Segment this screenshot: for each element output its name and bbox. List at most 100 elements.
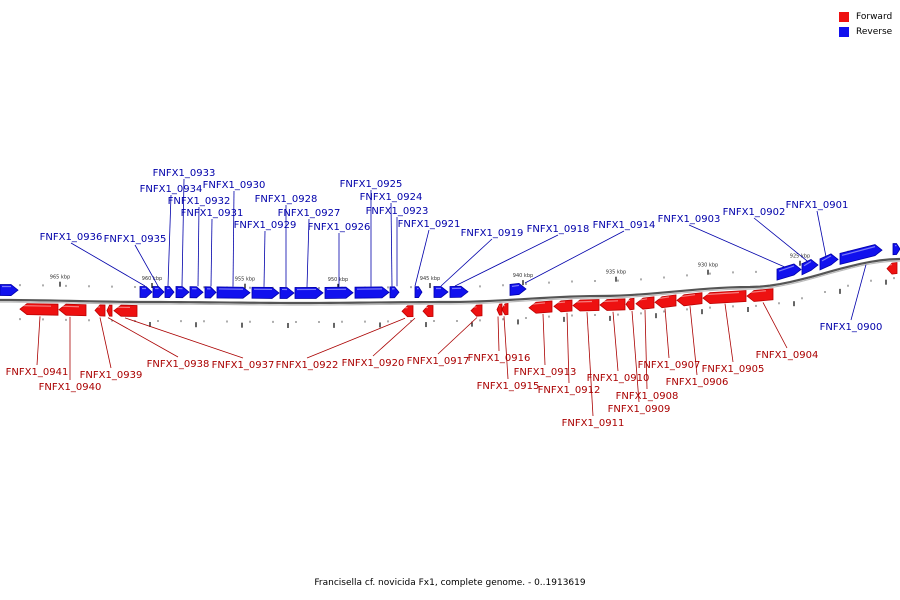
reverse-gene-arrow: [389, 286, 400, 299]
reverse-gene-label: FNFX1_0936: [40, 232, 103, 243]
reverse-gene-arrow: [324, 286, 354, 299]
scale-label: 955 kbp: [235, 277, 255, 283]
forward-gene-label-leader: [99, 317, 112, 369]
forward-gene-label-leader: [689, 306, 698, 376]
forward-gene-label: FNFX1_0940: [39, 382, 102, 393]
forward-gene-label: FNFX1_0912: [538, 385, 601, 396]
forward-gene-arrow-shine: [637, 298, 648, 301]
reverse-gene-arrow: [892, 243, 900, 256]
reverse-gene-label: FNFX1_0902: [723, 207, 786, 218]
reverse-gene-label: FNFX1_0901: [786, 200, 849, 211]
scale-label: 930 kbp: [698, 263, 718, 269]
reverse-gene-label: FNFX1_0928: [255, 194, 318, 205]
forward-gene-label-leader: [503, 316, 509, 380]
forward-gene-label: FNFX1_0913: [514, 367, 577, 378]
gene-labels: FNFX1_0936 FNFX1_0935 FNFX1_0934 FNFX1_0933…: [6, 168, 883, 429]
forward-gene-arrow-shine: [601, 300, 619, 303]
reverse-gene-arrow: [776, 263, 802, 281]
reverse-gene-label: FNFX1_0923: [366, 206, 429, 217]
reverse-gene-arrow: [839, 244, 883, 265]
forward-gene-label-leader: [566, 312, 570, 384]
forward-label: Forward: [856, 11, 893, 22]
reverse-gene-arrow: [251, 286, 280, 299]
legend-reverse: Reverse: [839, 24, 892, 39]
forward-gene-label-leader: [437, 317, 478, 355]
strand-legend: Forward Reverse: [839, 9, 892, 39]
forward-gene-label-leader: [724, 303, 734, 363]
forward-gene-arrow: [501, 303, 509, 316]
reverse-gene-label-leader: [454, 234, 559, 287]
reverse-gene-arrow: [354, 286, 390, 299]
forward-gene-arrow: [599, 298, 626, 311]
forward-gene-label: FNFX1_0904: [756, 350, 819, 361]
reverse-gene-label-leader: [688, 224, 786, 268]
forward-gene-label-leader: [306, 317, 406, 359]
forward-gene-label: FNFX1_0915: [477, 381, 540, 392]
reverse-gene-arrow: [279, 287, 295, 299]
reverse-gene-arrow: [819, 253, 839, 271]
reverse-gene-arrow-shine: [803, 260, 812, 267]
reverse-gene-arrow: [152, 286, 165, 298]
reverse-gene-label-leader: [181, 178, 185, 287]
reverse-gene-arrow: [509, 283, 527, 296]
reverse-gene-arrow: [189, 286, 204, 299]
forward-gene-arrow: [106, 304, 113, 317]
forward-gene-label: FNFX1_0939: [80, 370, 143, 381]
reverse-gene-arrow: [204, 286, 217, 299]
forward-gene-arrow-shine: [678, 294, 696, 298]
reverse-gene-arrow: [175, 286, 190, 299]
forward-gene-arrow: [470, 304, 483, 317]
forward-gene-label: FNFX1_0908: [616, 391, 679, 402]
forward-gene-label: FNFX1_0916: [468, 353, 531, 364]
forward-gene-label: FNFX1_0909: [608, 404, 671, 415]
reverse-gene-label-leader: [440, 238, 493, 287]
reverse-gene-label: FNFX1_0930: [203, 180, 266, 191]
reverse-gene-arrow: [164, 286, 175, 298]
reverse-gene-label: FNFX1_0900: [820, 322, 883, 333]
reverse-gene-label-leader: [263, 230, 266, 287]
forward-swatch: [839, 11, 849, 22]
forward-gene-label: FNFX1_0937: [212, 360, 275, 371]
forward-gene-label: FNFX1_0920: [342, 358, 405, 369]
reverse-gene-label-leader: [753, 217, 809, 262]
genome-axis: [0, 257, 900, 306]
reverse-gene-label-leader: [390, 202, 393, 287]
forward-gene-arrow-shine: [656, 296, 670, 300]
forward-gene-arrow-shine: [748, 290, 767, 294]
forward-gene-arrow-shine: [888, 263, 893, 266]
reverse-gene-arrow-shine: [821, 255, 832, 262]
reverse-gene-arrow: [801, 258, 819, 276]
forward-gene-arrow-shine: [21, 304, 52, 307]
forward-gene-arrow: [635, 296, 655, 310]
forward-gene-arrow: [886, 262, 898, 275]
reverse-gene-label-leader: [70, 242, 146, 287]
reverse-gene-arrow: [139, 286, 153, 298]
gene-arrows: [0, 243, 900, 318]
forward-gene-arrow: [676, 292, 703, 307]
scale-label: 925 kbp: [790, 254, 810, 260]
reverse-gene-label-leader: [197, 206, 200, 287]
forward-gene-label-leader: [644, 310, 648, 390]
reverse-gene-label-leader: [850, 264, 867, 321]
reverse-gene-label-leader: [134, 244, 159, 287]
forward-gene-arrow-shine: [60, 305, 80, 308]
reverse-gene-label: FNFX1_0934: [140, 184, 203, 195]
reverse-gene-label: FNFX1_0933: [153, 168, 216, 179]
reverse-gene-label-leader: [816, 210, 827, 257]
forward-gene-arrow: [19, 303, 59, 316]
reverse-gene-arrow: [449, 285, 469, 298]
map-caption: Francisella cf. novicida Fx1, complete g…: [314, 578, 586, 588]
forward-gene-label: FNFX1_0905: [702, 364, 765, 375]
reverse-gene-label: FNFX1_0903: [658, 214, 721, 225]
forward-gene-label: FNFX1_0906: [666, 377, 729, 388]
forward-gene-label-leader: [542, 313, 546, 366]
reverse-gene-arrow: [0, 284, 19, 296]
scale-label: 935 kbp: [606, 270, 626, 276]
reverse-gene-label-leader: [167, 194, 172, 287]
scale-label: 945 kbp: [420, 276, 440, 282]
reverse-label: Reverse: [856, 26, 893, 37]
reverse-gene-label: FNFX1_0931: [181, 208, 244, 219]
forward-gene-arrow-shine: [574, 300, 593, 303]
reverse-gene-label: FNFX1_0925: [340, 179, 403, 190]
